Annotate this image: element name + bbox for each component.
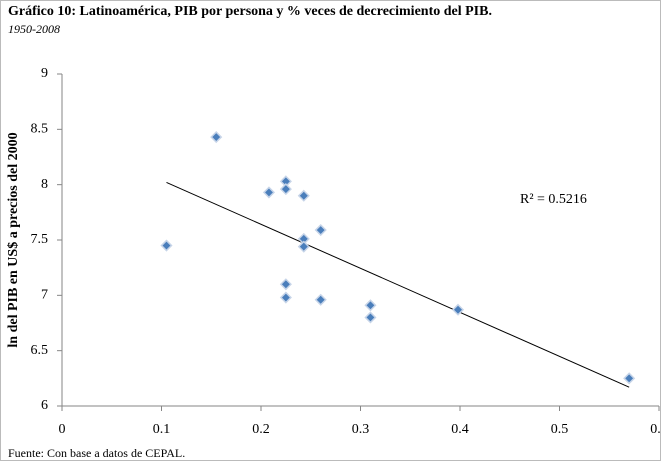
point — [314, 293, 327, 306]
x-tick-label: 0.6 — [650, 422, 661, 437]
point — [210, 131, 223, 144]
x-tick-label: 0.5 — [551, 422, 569, 437]
chart-subtitle: 1950-2008 — [8, 22, 60, 36]
x-tick-label: 0.4 — [451, 422, 469, 437]
x-tick-label: 0.1 — [153, 422, 171, 437]
point — [364, 311, 377, 324]
point — [451, 303, 465, 316]
y-tick-label: 7.5 — [31, 232, 49, 247]
y-tick-label: 8 — [41, 177, 48, 192]
point — [279, 278, 292, 291]
y-tick-label: 9 — [41, 66, 48, 81]
point — [279, 183, 292, 196]
y-tick-label: 6.5 — [31, 343, 49, 358]
trendline — [166, 181, 630, 388]
r-squared: R² = 0.5216 — [520, 192, 587, 207]
point — [262, 186, 276, 199]
point — [623, 372, 636, 385]
y-tick-label: 6 — [41, 398, 48, 413]
point — [314, 223, 327, 237]
chart-title: Gráfico 10: Latinoamérica, PIB por perso… — [8, 4, 492, 19]
y-tick-label: 8.5 — [31, 122, 49, 137]
y-tick-label: 7 — [41, 288, 48, 303]
x-tick-label: 0 — [59, 422, 66, 437]
x-tick-label: 0.2 — [252, 422, 270, 437]
point — [160, 239, 173, 252]
x-tick-label: 0.3 — [352, 422, 370, 437]
point — [364, 299, 377, 312]
point — [297, 240, 310, 253]
source-note: Fuente: Con base a datos de CEPAL. — [8, 446, 185, 460]
point — [279, 291, 292, 304]
point — [297, 189, 310, 202]
y-axis-label: ln del PIB en US$ a precios del 2000 — [6, 132, 21, 347]
